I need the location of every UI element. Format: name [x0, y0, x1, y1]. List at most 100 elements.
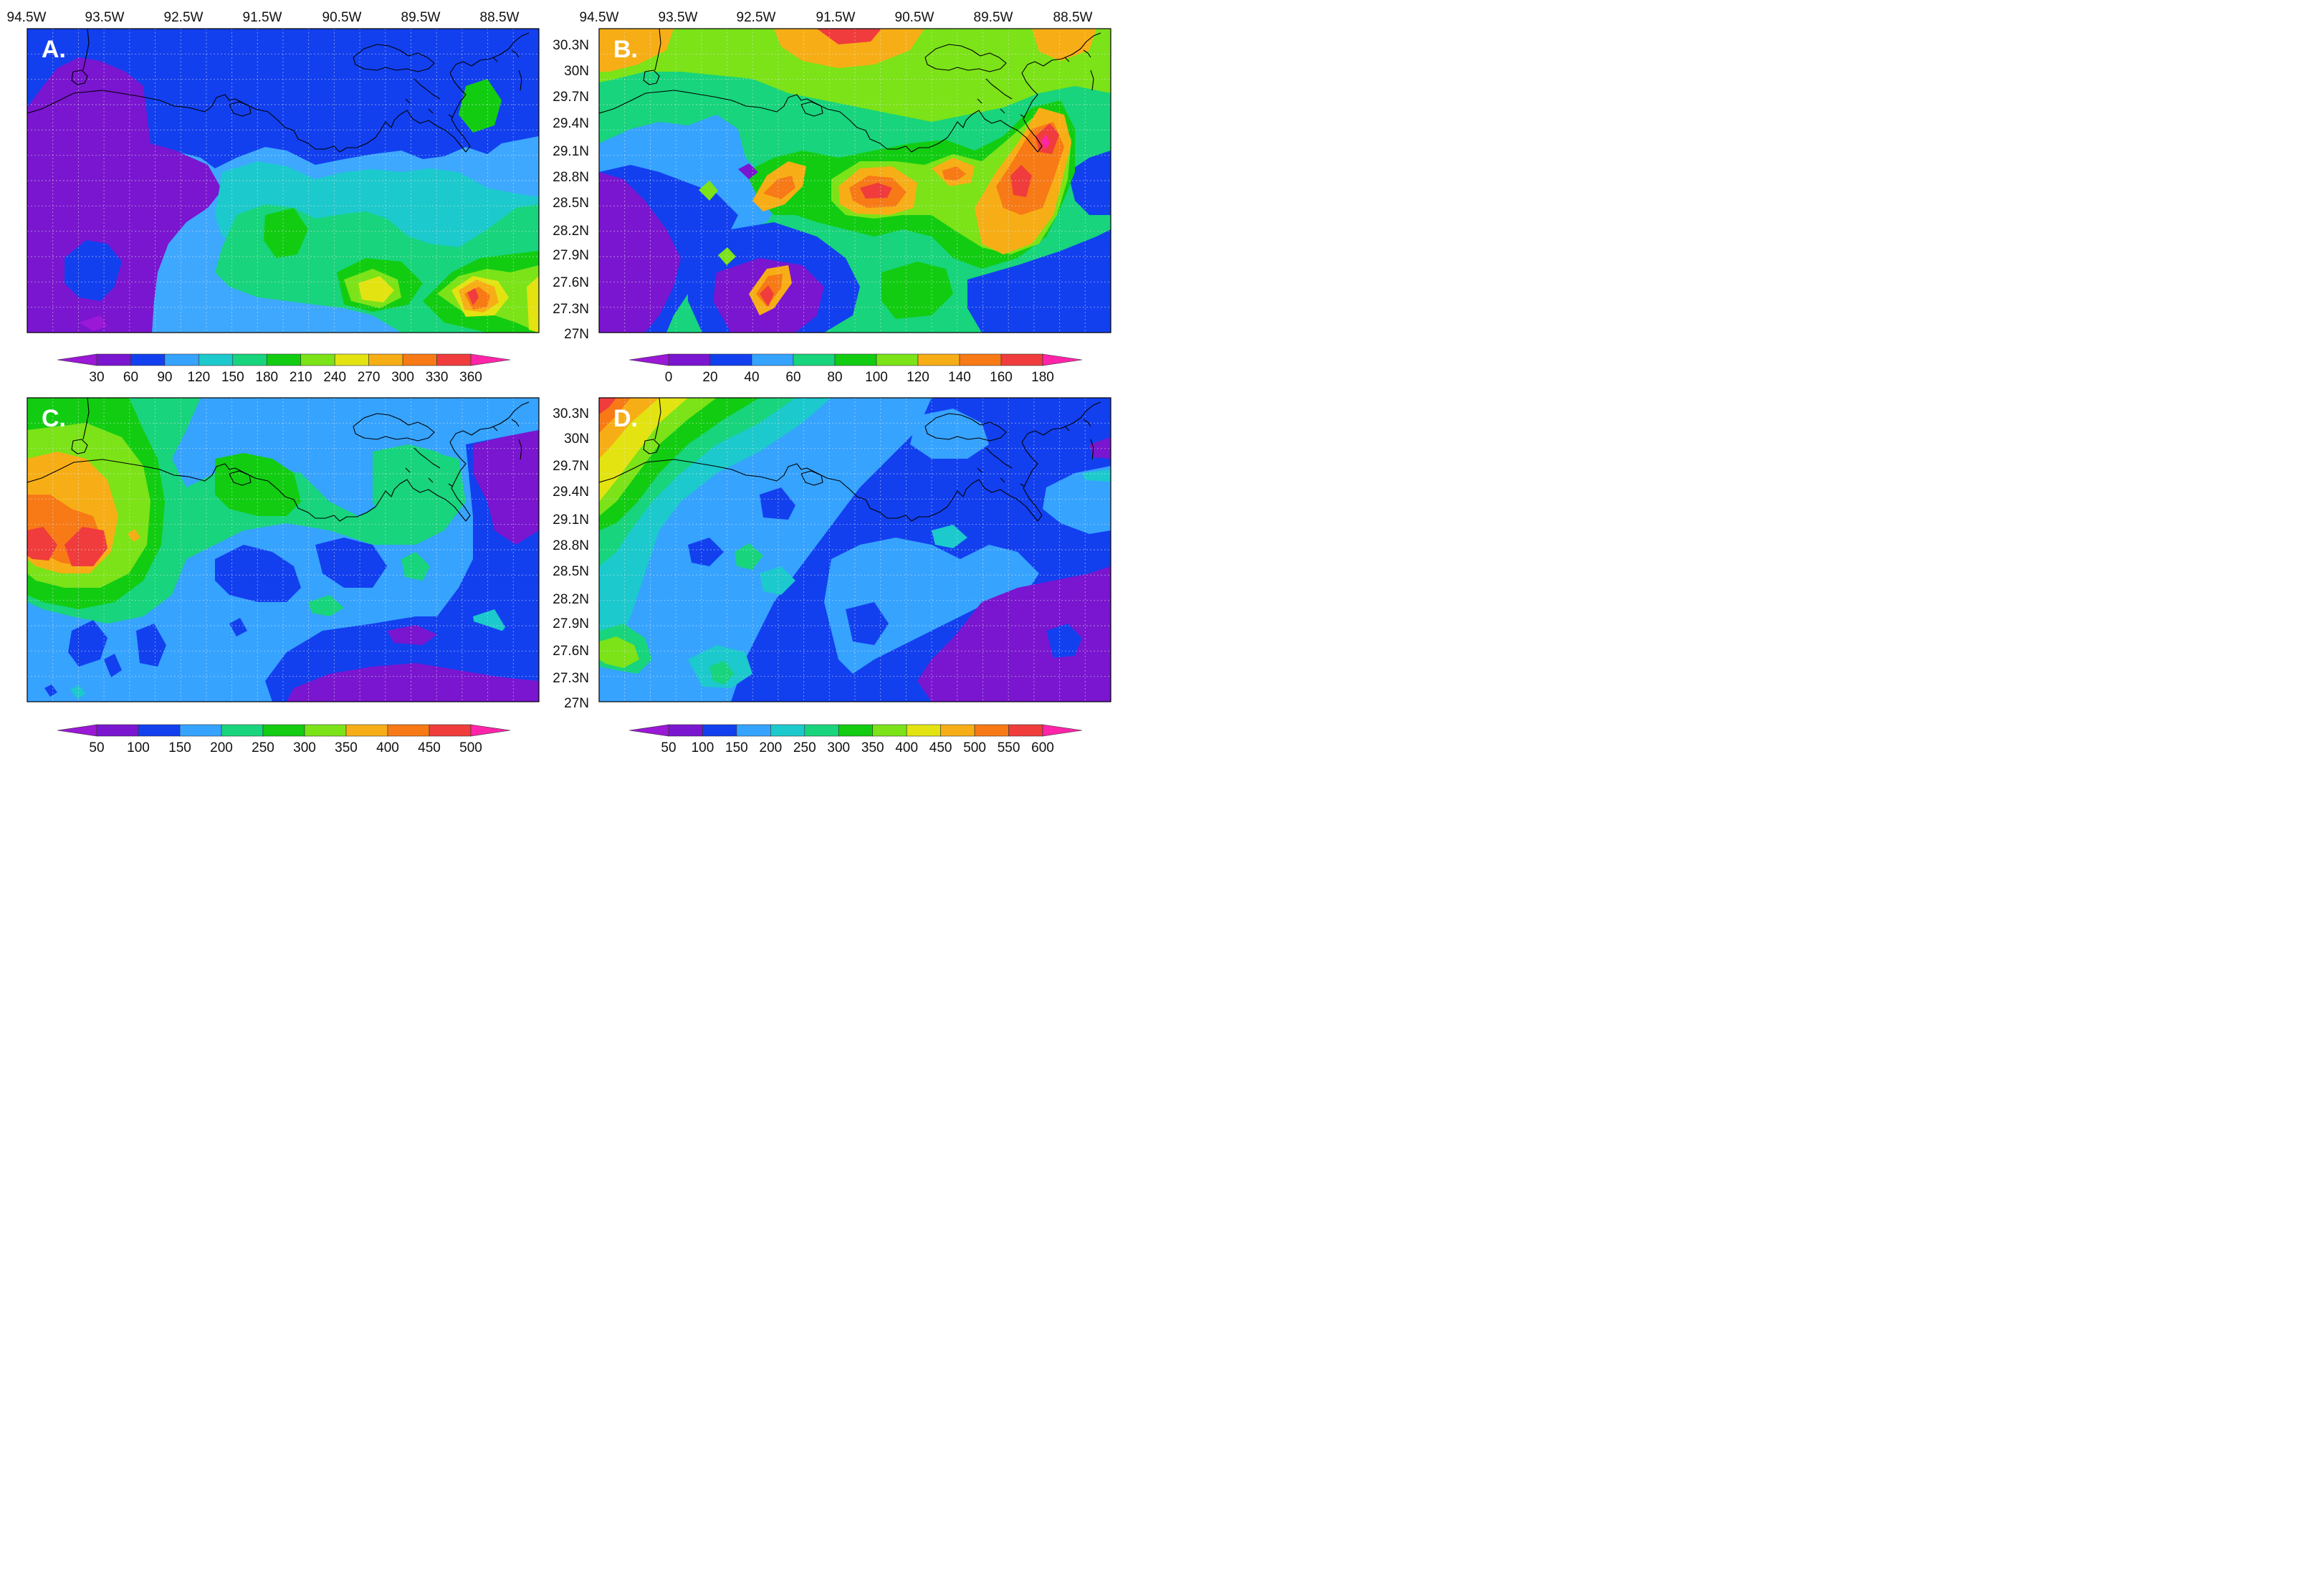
- panel-a-bright-green-1: [264, 208, 308, 258]
- colorbar-tick-label: 80: [827, 370, 842, 385]
- colorbar-segment: [429, 724, 472, 737]
- panel-a-edge-yellow: [527, 276, 539, 333]
- panel-d-label: D.: [613, 405, 638, 432]
- colorbar-tick-label: 90: [157, 370, 172, 385]
- panel-c-purple-south-2: [387, 625, 437, 645]
- colorbar-tick-label: 270: [358, 370, 381, 385]
- colorbar-segment: [940, 724, 975, 737]
- latitude-tick-label: 27.6N: [553, 275, 589, 290]
- panel-c-green-small-2: [401, 552, 430, 581]
- panel-a-frame: [27, 28, 540, 333]
- colorbar-segment: [436, 353, 472, 366]
- colorbar-segment: [974, 724, 1009, 737]
- colorbar-segment: [300, 353, 335, 366]
- panel-a-red: [467, 288, 479, 305]
- colorbar-segment: [96, 724, 139, 737]
- colorbar-tick-label: 300: [827, 740, 850, 755]
- colorbar-high-arrow: [470, 724, 511, 737]
- panel-b-orange-top-mid: [774, 29, 924, 68]
- panel-d-lightblue-ne: [910, 409, 989, 459]
- panel-d-blue-mid: [846, 602, 889, 645]
- colorbar-tick-label: 30: [89, 370, 104, 385]
- colorbar-low-arrow: [57, 353, 97, 366]
- panel-d-teal-mid: [932, 525, 967, 548]
- panel-d-purple-south: [989, 674, 1018, 699]
- colorbar-segment: [736, 724, 771, 737]
- colorbar-tick-label: 450: [929, 740, 952, 755]
- latitude-tick-label: 28.2N: [553, 592, 589, 607]
- colorbar-tick-label: 140: [948, 370, 971, 385]
- colorbar-segment: [266, 353, 302, 366]
- panel-b-lime-patch-2: [718, 247, 736, 265]
- colorbar-tick-label: 150: [221, 370, 244, 385]
- colorbar-segment: [1000, 353, 1043, 366]
- colorbar-segment: [179, 724, 222, 737]
- colorbar-high-arrow: [1042, 724, 1083, 737]
- panel-b-orange-top-right: [1032, 29, 1096, 61]
- colorbar-tick-label: 360: [459, 370, 482, 385]
- longitude-tick-label: 89.5W: [974, 10, 1013, 25]
- panel-d-blue-mid-2: [781, 589, 799, 608]
- latitude-tick-label: 27N: [564, 327, 589, 342]
- longitude-tick-label: 88.5W: [480, 10, 520, 25]
- panel-c-blue-sw-4: [229, 618, 247, 636]
- longitude-tick-label: 89.5W: [401, 10, 441, 25]
- colorbar-tick-label: 240: [323, 370, 346, 385]
- longitude-tick-label: 93.5W: [659, 10, 698, 25]
- colorbar-low-arrow: [57, 724, 97, 737]
- latitude-tick-label: 27.9N: [553, 248, 589, 263]
- panel-b-purple-patch: [738, 163, 758, 179]
- figure: A.: [7, 10, 1111, 755]
- latitude-tick-label: 27N: [564, 696, 589, 711]
- colorbar-segment: [702, 724, 737, 737]
- latitude-tick-label: 27.3N: [553, 671, 589, 686]
- longitude-tick-label: 93.5W: [85, 10, 125, 25]
- colorbar-tick-label: 250: [793, 740, 816, 755]
- longitude-tick-label: 94.5W: [580, 10, 619, 25]
- panel-c-orange-dot: [128, 529, 140, 542]
- panel-b-red-1: [860, 183, 892, 199]
- colorbar-segment: [668, 353, 711, 366]
- colorbar-segment: [770, 724, 805, 737]
- colorbar-segment: [232, 353, 267, 366]
- panel-c-blue-mid: [215, 545, 301, 602]
- panel-d-blue-east-patch: [1046, 624, 1082, 658]
- panel-b: B.: [598, 28, 1111, 333]
- colorbar-segment: [138, 724, 181, 737]
- panel-b-green-southeast: [881, 262, 953, 319]
- colorbar-tick-label: 200: [760, 740, 783, 755]
- latitude-tick-label: 29.4N: [553, 116, 589, 131]
- colorbar-segment: [906, 724, 941, 737]
- colorbar-segment: [221, 724, 264, 737]
- colorbar-tick-label: 350: [335, 740, 358, 755]
- colorbar-tick-label: 50: [661, 740, 676, 755]
- longitude-axis-top-left: 94.5W 93.5W 92.5W 91.5W 90.5W 89.5W 88.5W: [7, 10, 520, 25]
- panel-b-red-south: [760, 285, 774, 307]
- longitude-tick-label: 94.5W: [7, 10, 47, 25]
- colorbar-segment: [804, 724, 839, 737]
- colorbar-low-arrow: [628, 353, 669, 366]
- colorbar-segment: [130, 353, 166, 366]
- panel-d-green-patch-1: [735, 543, 763, 570]
- colorbar-segment: [872, 724, 907, 737]
- colorbar-tick-label: 300: [293, 740, 316, 755]
- panel-b-gridlines: [599, 29, 1111, 333]
- colorbar-tick-label: 450: [418, 740, 441, 755]
- colorbar-segment: [402, 353, 437, 366]
- colorbar-tick-label: 550: [998, 740, 1020, 755]
- panel-b-contours: [599, 29, 1111, 333]
- longitude-axis-top-right: 94.5W 93.5W 92.5W 91.5W 90.5W 89.5W 88.5W: [580, 10, 1093, 25]
- panel-b-red-3: [1010, 165, 1032, 197]
- longitude-tick-label: 92.5W: [164, 10, 204, 25]
- colorbar-low-arrow: [628, 724, 669, 737]
- colorbar-tick-label: 180: [1031, 370, 1054, 385]
- panel-b-label: B.: [613, 36, 638, 63]
- colorbar-tick-label: 350: [861, 740, 884, 755]
- latitude-axis-bottom: 30.3N 30N 29.7N 29.4N 29.1N 28.8N 28.5N 28.2N 27…: [553, 406, 589, 711]
- colorbar-tick-label: 210: [290, 370, 312, 385]
- latitude-tick-label: 28.2N: [553, 224, 589, 239]
- colorbar-tick-label: 400: [895, 740, 918, 755]
- colorbar-segment: [751, 353, 794, 366]
- panel-c-blue-sw: [68, 620, 107, 667]
- latitude-tick-label: 28.8N: [553, 538, 589, 553]
